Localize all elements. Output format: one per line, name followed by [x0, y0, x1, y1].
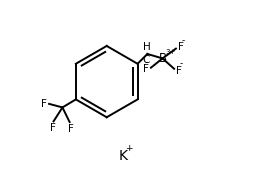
- Text: B: B: [158, 52, 167, 65]
- Text: C: C: [143, 55, 150, 65]
- Text: F: F: [68, 124, 73, 134]
- Text: -: -: [180, 59, 183, 68]
- Text: F: F: [178, 42, 184, 52]
- Text: K: K: [118, 150, 127, 163]
- Text: 3+: 3+: [165, 49, 176, 55]
- Text: F: F: [176, 66, 182, 75]
- Text: +: +: [125, 144, 133, 153]
- Text: F: F: [50, 123, 56, 133]
- Text: -: -: [182, 36, 185, 45]
- Text: F: F: [143, 64, 149, 74]
- Text: -: -: [145, 58, 148, 67]
- Text: F: F: [41, 99, 47, 109]
- Text: H: H: [142, 42, 150, 52]
